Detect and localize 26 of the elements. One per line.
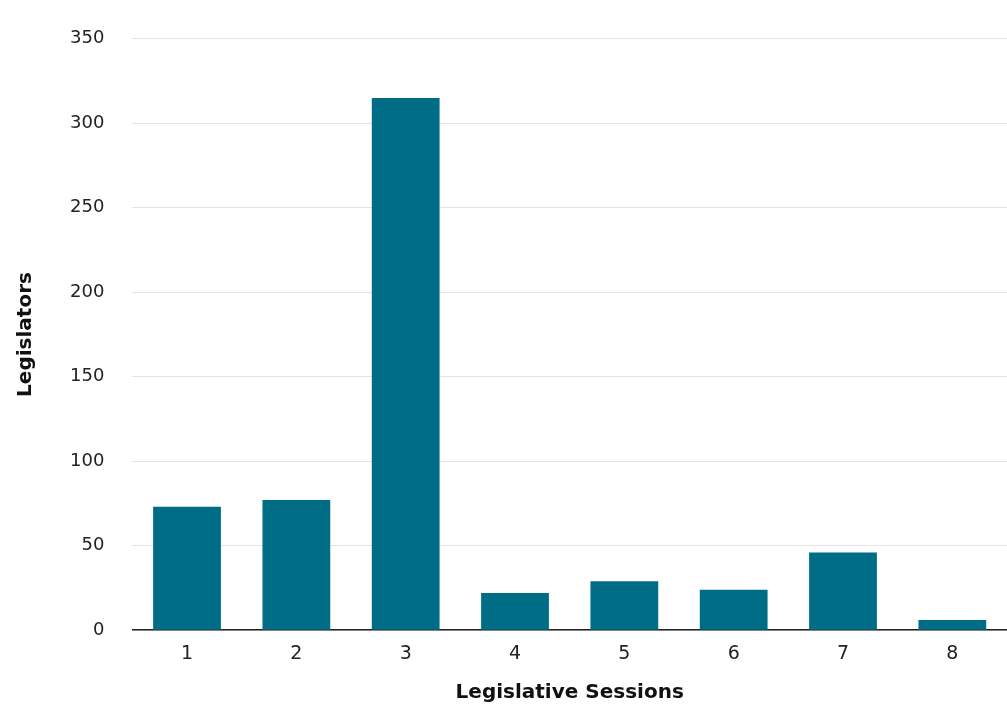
- y-tick-label: 250: [70, 195, 105, 217]
- x-tick-label: 6: [727, 640, 740, 663]
- x-tick-label: 4: [508, 640, 522, 663]
- x-tick-label: 8: [946, 640, 959, 663]
- bar: [809, 552, 877, 630]
- y-tick-label: 0: [92, 617, 105, 639]
- x-tick-label: 7: [836, 640, 850, 663]
- y-tick-label: 200: [70, 279, 105, 301]
- y-tick-label: 50: [81, 533, 105, 555]
- y-axis-title: Legislators: [12, 272, 37, 397]
- y-tick-label: 100: [70, 448, 105, 470]
- bar: [262, 500, 331, 630]
- bar: [371, 97, 440, 630]
- bar: [590, 581, 659, 630]
- bar: [918, 620, 987, 630]
- bar: [699, 589, 768, 630]
- y-tick-label: 150: [70, 364, 105, 386]
- x-tick-label: 3: [399, 640, 412, 663]
- x-tick-label: 2: [290, 640, 303, 663]
- bar: [153, 506, 221, 630]
- y-tick-label: 350: [70, 26, 105, 48]
- x-tick-label: 1: [180, 640, 194, 663]
- y-tick-label: 300: [70, 110, 105, 132]
- bar: [481, 593, 549, 630]
- x-axis-title: Legislative Sessions: [455, 679, 684, 704]
- x-tick-label: 5: [618, 640, 631, 663]
